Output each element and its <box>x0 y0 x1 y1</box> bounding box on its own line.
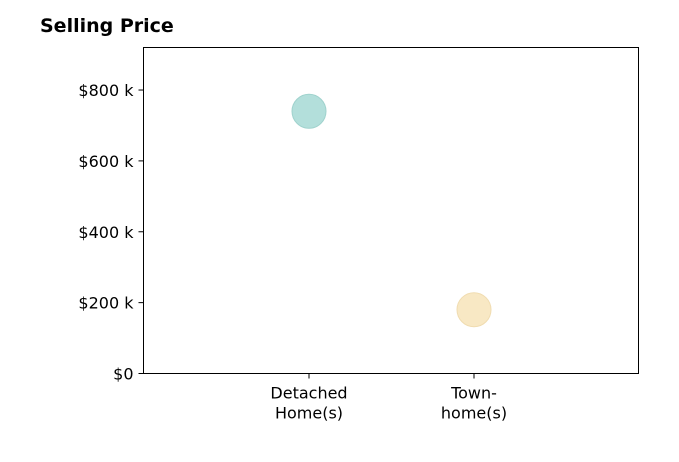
y-axis: $0 $200 k $400 k $600 k $800 k <box>78 81 144 384</box>
x-tick-label: home(s) <box>441 404 507 423</box>
y-tick-label: $200 k <box>78 294 134 313</box>
chart-title: Selling Price <box>40 15 174 37</box>
y-tick-label: $800 k <box>78 81 134 100</box>
x-tick-label: Detached <box>270 384 347 403</box>
y-tick-label: $0 <box>113 365 133 384</box>
y-tick-label: $600 k <box>78 152 134 171</box>
x-tick-label: Town- <box>450 384 497 403</box>
y-tick-label: $400 k <box>78 223 134 242</box>
data-point <box>291 93 327 129</box>
data-point <box>456 292 492 328</box>
data-points <box>291 93 492 328</box>
plot-frame <box>143 47 639 374</box>
x-tick-label: Home(s) <box>275 404 343 423</box>
